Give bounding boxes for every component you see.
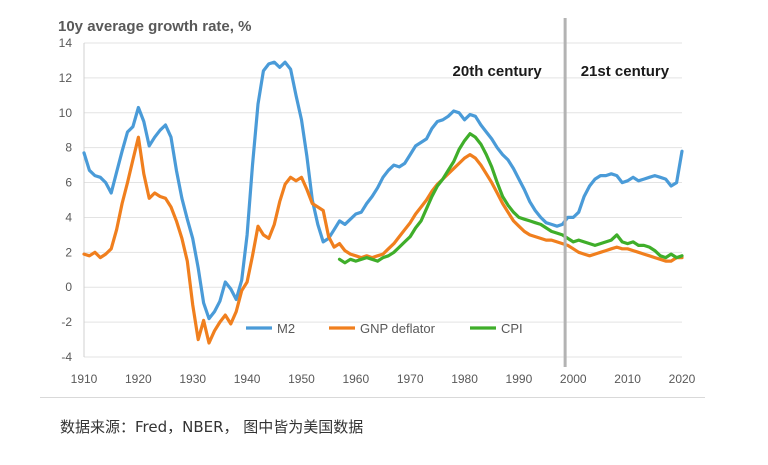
y-axis: -4 -2 0 2 4 6 8 10 12 14 [59, 36, 73, 364]
legend-label: GNP deflator [360, 321, 436, 336]
y-tick-label: 8 [65, 141, 72, 155]
y-tick-label: -2 [61, 315, 72, 329]
series-line-gnp-deflator [82, 135, 684, 345]
x-axis: 1910 1920 1930 1940 1950 1960 1970 1980 1990 2000… [71, 372, 696, 386]
annotations: 20th century 21st century [453, 18, 670, 367]
y-tick-label: 0 [65, 280, 72, 294]
legend-label: CPI [501, 321, 523, 336]
x-tick-label: 1940 [234, 372, 261, 386]
source-note: 数据来源：Fred，NBER， 图中皆为美国数据 [60, 418, 364, 436]
x-tick-label: 2020 [669, 372, 696, 386]
y-tick-label: 4 [65, 210, 72, 224]
series-line-m2 [82, 60, 684, 321]
x-tick-label: 1930 [179, 372, 206, 386]
x-tick-label: 2000 [560, 372, 587, 386]
century-label: 21st century [581, 63, 670, 80]
x-tick-label: 1980 [451, 372, 478, 386]
series-line-cpi [337, 132, 684, 265]
x-tick-label: 1990 [506, 372, 533, 386]
legend-label: M2 [277, 321, 295, 336]
x-tick-label: 1970 [397, 372, 424, 386]
y-tick-label: 12 [59, 71, 73, 85]
y-tick-label: 10 [59, 106, 73, 120]
x-tick-label: 2010 [614, 372, 641, 386]
x-tick-label: 1950 [288, 372, 315, 386]
y-tick-label: 2 [65, 245, 72, 259]
legend: M2 GNP deflator CPI [246, 321, 523, 336]
century-label: 20th century [453, 63, 543, 80]
gridlines [83, 42, 682, 358]
footer-divider [40, 397, 705, 398]
y-tick-label: -4 [61, 350, 72, 364]
series-lines [82, 60, 684, 345]
x-tick-label: 1920 [125, 372, 152, 386]
y-tick-label: 6 [65, 176, 72, 190]
chart-title: 10y average growth rate, % [58, 18, 252, 35]
x-tick-label: 1910 [71, 372, 98, 386]
x-tick-label: 1960 [342, 372, 369, 386]
y-tick-label: 14 [59, 36, 73, 50]
